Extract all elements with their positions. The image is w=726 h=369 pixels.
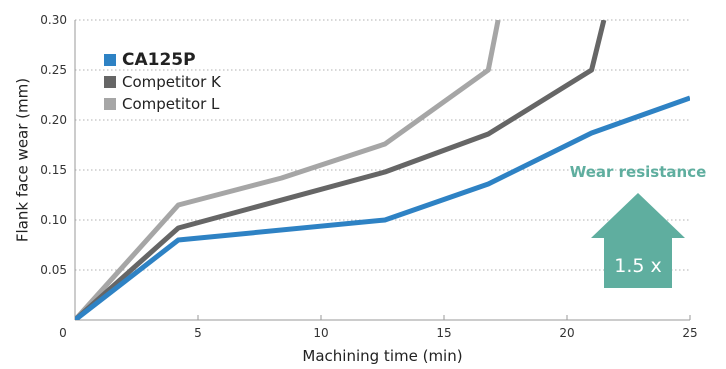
series-line-competitor-k: [75, 20, 607, 320]
legend-label-competitor-l: Competitor L: [122, 95, 220, 113]
x-tick-label: 5: [194, 326, 202, 340]
legend-swatch-competitor-k: [104, 76, 116, 88]
x-tick-label: 0: [59, 326, 67, 340]
y-tick-label: 0.25: [40, 63, 67, 77]
y-tick-label: 0.10: [40, 213, 67, 227]
x-tick-label: 25: [682, 326, 697, 340]
wear-resistance-arrow: [591, 193, 685, 288]
y-axis-title: Flank face wear (mm): [14, 78, 32, 242]
series-layer: [75, 20, 690, 320]
wear-resistance-label: Wear resistance: [570, 163, 707, 181]
axis-layer: 0.05 0.10 0.15 0.20 0.25 0.30 0 5 10 15 20 25: [40, 13, 697, 340]
y-tick-label: 0.15: [40, 163, 67, 177]
x-tick-label: 20: [559, 326, 574, 340]
y-tick-label: 0.30: [40, 13, 67, 27]
y-tick-label: 0.05: [40, 263, 67, 277]
legend-label-ca125p: CA125P: [122, 50, 196, 70]
legend-label-competitor-k: Competitor K: [122, 73, 222, 91]
y-tick-label: 0.20: [40, 113, 67, 127]
wear-resistance-value: 1.5 x: [614, 255, 662, 277]
series-line-competitor-l: [75, 20, 501, 320]
series-line-ca125p: [75, 95, 690, 320]
legend-swatch-ca125p: [104, 54, 116, 66]
legend-swatch-competitor-l: [104, 98, 116, 110]
x-axis-title: Machining time (min): [302, 347, 462, 365]
x-tick-label: 15: [436, 326, 451, 340]
legend: CA125P Competitor K Competitor L: [104, 50, 222, 113]
annotation-layer: Wear resistance 1.5 x: [570, 163, 707, 288]
x-tick-label: 10: [313, 326, 328, 340]
